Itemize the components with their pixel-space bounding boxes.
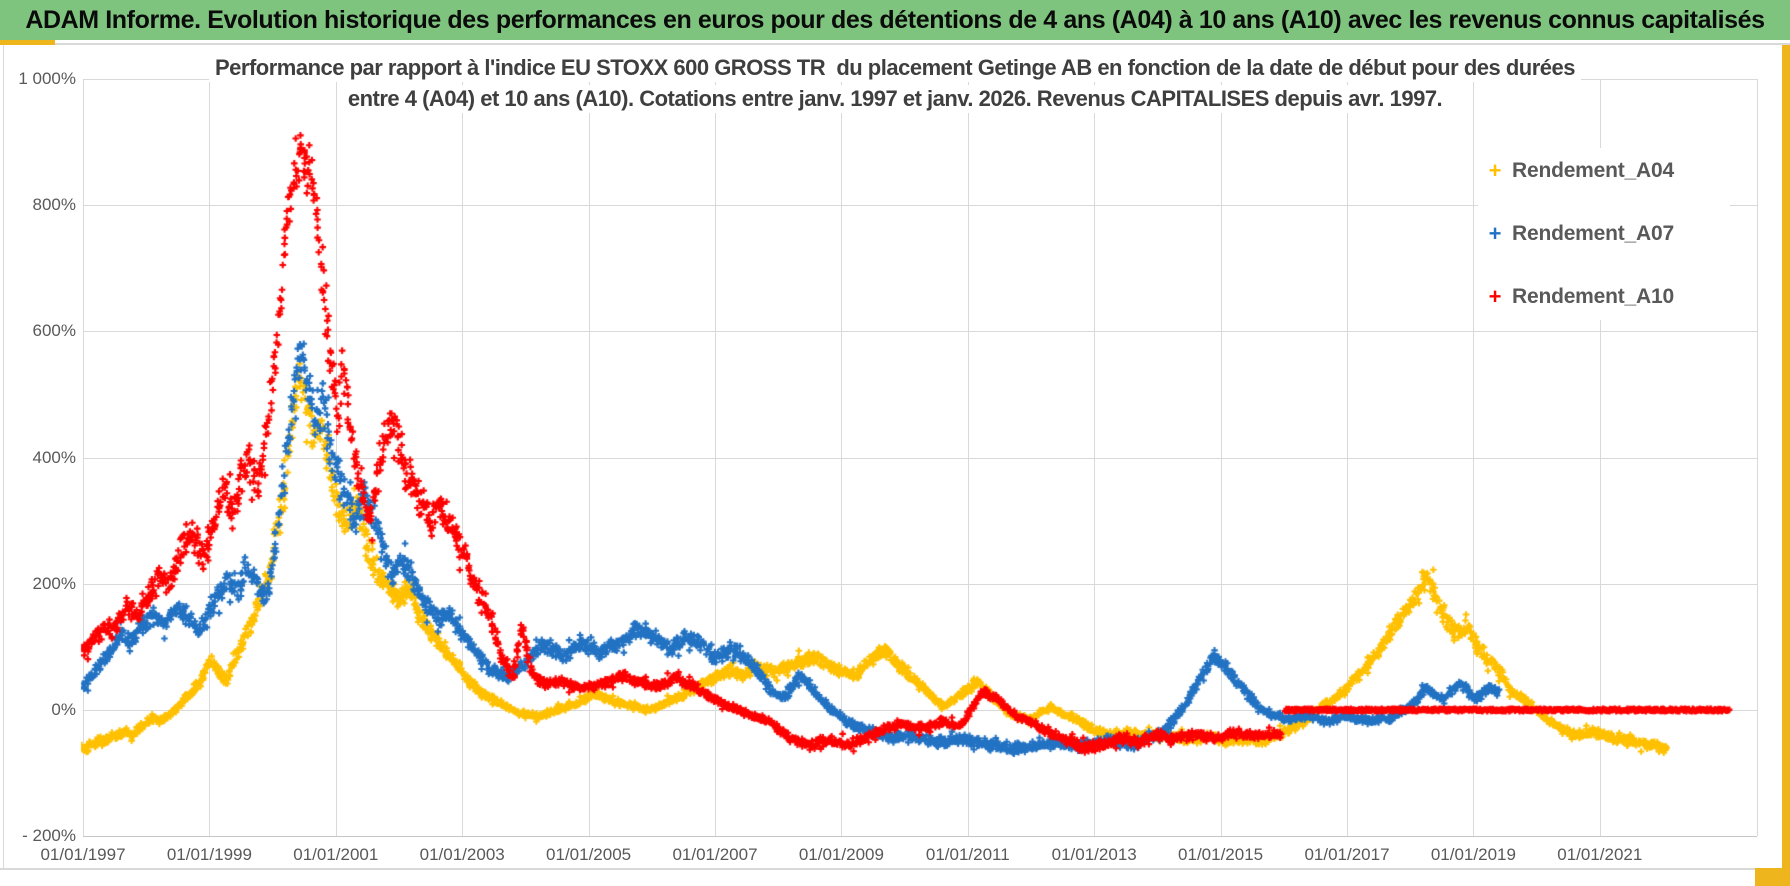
x-axis-label: 01/01/2013 (1051, 845, 1137, 864)
legend-marker-a07-icon: + (1488, 221, 1502, 246)
x-axis-label: 01/01/1999 (166, 845, 252, 864)
legend-marker-a10-icon: + (1488, 284, 1502, 309)
x-axis-label: 01/01/2007 (672, 845, 758, 864)
legend-label-a07: Rendement_A07 (1512, 222, 1674, 245)
x-axis-label: 01/01/2009 (798, 845, 884, 864)
x-axis-label: 01/01/2015 (1178, 845, 1264, 864)
y-axis-label: 400% (32, 447, 76, 467)
x-axis-label: 01/01/2021 (1557, 845, 1643, 864)
x-axis-label: 01/01/2003 (419, 845, 505, 864)
chart-title-line-1: Performance par rapport à l'indice EU ST… (208, 54, 1582, 82)
x-axis-label: 01/01/2019 (1430, 845, 1516, 864)
y-axis-label: 800% (32, 195, 76, 214)
legend: + Rendement_A04 + Rendement_A07 + Rendem… (1478, 148, 1730, 320)
legend-label-a10: Rendement_A10 (1512, 285, 1674, 308)
y-axis-label: 600% (32, 321, 76, 341)
legend-label-a04: Rendement_A04 (1512, 159, 1674, 182)
legend-entry-a07: + Rendement_A07 (1478, 217, 1730, 251)
chart-title-line-2: entre 4 (A04) et 10 ans (A10). Cotations… (341, 85, 1449, 113)
y-axis-label: 0% (51, 700, 76, 719)
y-axis-label: 1 000% (18, 68, 76, 88)
x-axis-label: 01/01/1997 (40, 845, 126, 864)
legend-entry-a10: + Rendement_A10 (1478, 280, 1730, 314)
x-axis-label: 01/01/2011 (925, 845, 1010, 864)
legend-entry-a04: + Rendement_A04 (1478, 154, 1730, 188)
legend-marker-a04-icon: + (1488, 158, 1502, 183)
y-axis-label: 200% (32, 573, 76, 593)
y-axis-label: - 200% (22, 826, 76, 846)
x-axis-label: 01/01/2005 (546, 845, 632, 864)
chart-title: Performance par rapport à l'indice EU ST… (100, 54, 1690, 116)
x-axis-label: 01/01/2001 (293, 845, 379, 864)
x-axis-label: 01/01/2017 (1304, 845, 1390, 864)
